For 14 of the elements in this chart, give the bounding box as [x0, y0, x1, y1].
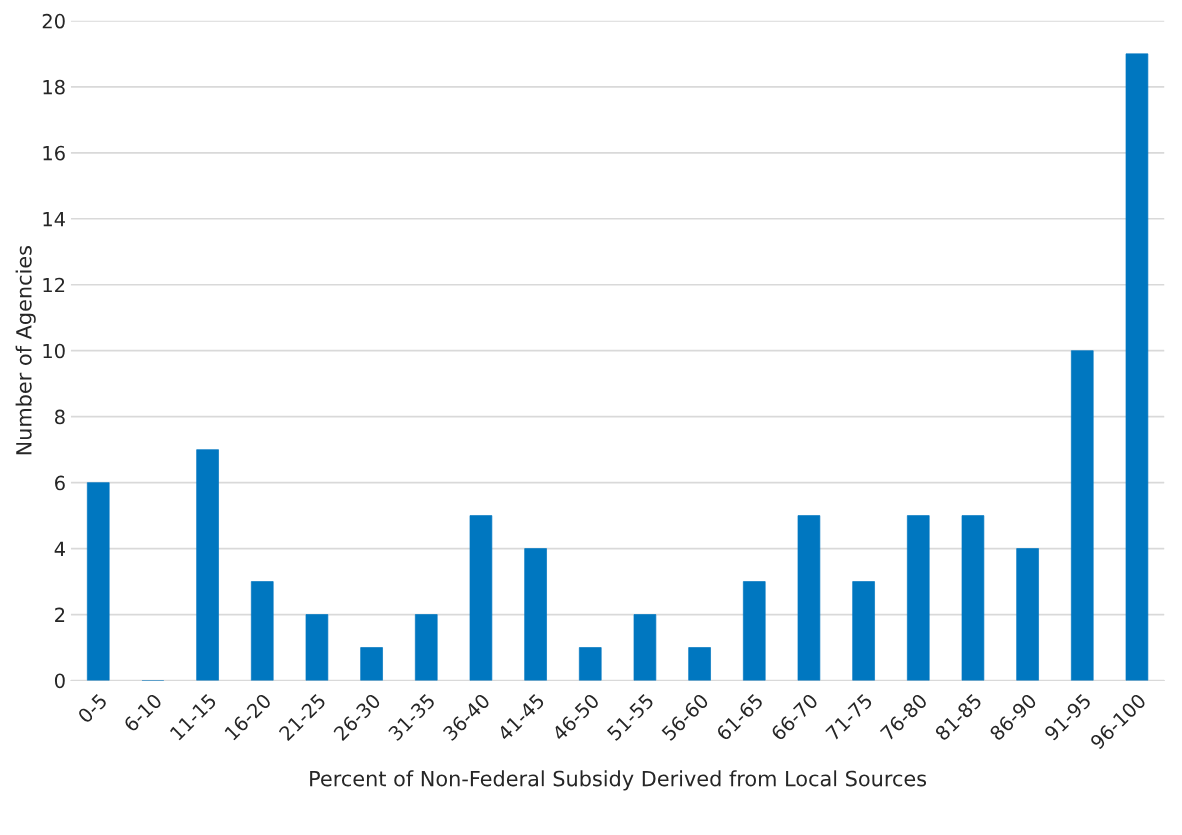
y-tick-label: 6 — [55, 475, 65, 491]
y-tick-label: 8 — [55, 409, 65, 425]
y-tick-label: 14 — [43, 211, 65, 227]
y-tick-label: 4 — [54, 541, 65, 556]
x-tick-label: 0-5 — [76, 693, 108, 724]
y-tick-label: 18 — [43, 79, 65, 95]
y-axis-title: Number of Agencies — [15, 246, 36, 455]
x-axis-title: Percent of Non-Federal Subsidy Derived from Local Sources — [310, 770, 927, 791]
y-tick-label: 12 — [43, 277, 65, 293]
y-tick-label: 10 — [43, 343, 65, 359]
y-tick-label: 0 — [54, 673, 65, 689]
y-tick-label: 16 — [43, 145, 65, 161]
y-tick-label: 20 — [42, 13, 65, 29]
y-tick-label: 2 — [55, 607, 65, 622]
